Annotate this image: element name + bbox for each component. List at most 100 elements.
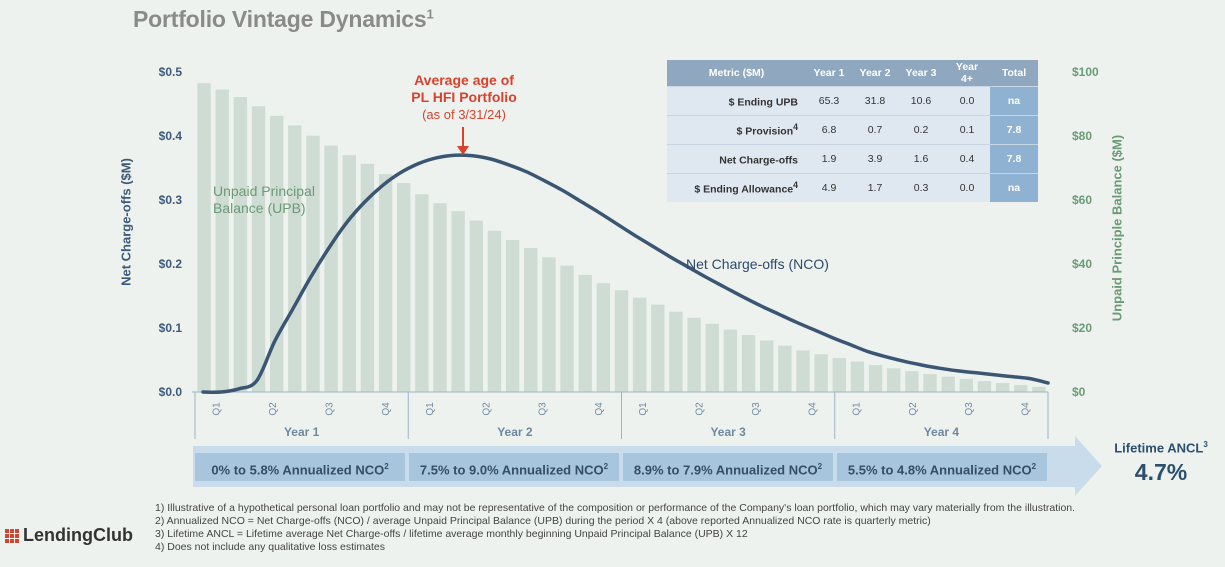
upb-bar [378,174,393,392]
y-left-tick-label: $0.2 [159,257,183,271]
quarter-label: Q2 [481,402,492,416]
quarter-label: Q2 [268,402,279,416]
vintage-chart: $0.0 $0.1 $0.2 $0.3 $0.4 $0.5 $0 $20 $40 $60 $80 $1… [159,65,1102,496]
quarter-label: Q4 [1021,402,1032,416]
upb-bar [959,378,974,392]
year-label: Year 3 [710,425,746,439]
upb-bar [469,220,484,392]
nco-band-year2: 7.5% to 9.0% Annualized NCO2 [409,453,619,481]
table-row-label: $ Ending UPB [667,86,806,116]
table-header: Year 4+ [944,60,990,87]
quarter-label: Q2 [908,402,919,416]
y-left-tick-label: $0.0 [159,385,183,399]
upb-bar [360,163,375,392]
upb-bar [324,145,338,392]
table-header-row: Metric ($M) Year 1 Year 2 Year 3 Year 4+… [667,60,1038,87]
upb-bar [759,340,774,392]
table-cell: 0.1 [944,115,990,145]
upb-bar [524,248,538,392]
upb-bar [288,125,302,392]
y-right-tick-label: $60 [1072,193,1092,207]
upb-bars [197,83,1046,393]
table-row-label: $ Provision4 [667,115,806,145]
table-cell-total: na [990,173,1038,202]
quarter-label: Q4 [807,402,818,416]
footnotes: 1) Illustrative of a hypothetical person… [155,502,1075,554]
quarter-label: Q1 [638,402,649,416]
upb-bar [1014,384,1028,392]
table-row: $ Ending Allowance4 4.9 1.7 0.3 0.0 na [667,173,1038,202]
upb-bar [705,323,719,392]
upb-bar [977,381,992,392]
quarter-label: Q1 [212,402,223,416]
nco-band-year1: 0% to 5.8% Annualized NCO2 [195,453,405,481]
upb-bar [451,211,465,392]
upb-bar [850,361,865,392]
upb-bar [614,290,629,392]
upb-bar [233,96,248,393]
lifetime-ancl-value: 4.7% [1134,459,1188,485]
table-header: Year 3 [898,60,944,87]
table-cell: 0.3 [898,173,944,202]
annotation-arrow-head [457,146,469,155]
table-header: Total [990,60,1038,87]
upb-bar [397,183,411,392]
upb-bar [796,350,810,392]
upb-bar [306,135,320,392]
table-cell: 65.3 [806,86,852,116]
nco-line [201,127,1050,394]
table-row: Net Charge-offs 1.9 3.9 1.6 0.4 7.8 [667,144,1038,174]
table-row: $ Provision4 6.8 0.7 0.2 0.1 7.8 [667,115,1038,145]
footnote: 4) Does not include any qualitative loss… [155,541,385,553]
y-left-tick-label: $0.3 [159,193,183,207]
y-left-tick-label: $0.4 [159,129,183,143]
upb-bar [941,376,955,392]
page-title: Portfolio Vintage Dynamics1 [133,6,434,32]
upb-bar [269,115,284,392]
upb-bar [814,354,828,392]
upb-bar [415,194,429,392]
upb-bar [197,83,211,392]
upb-bar [651,304,665,392]
upb-bar [995,383,1010,392]
annotation-line1: Average age of [414,72,514,88]
quarter-label: Q3 [751,402,762,416]
table-header: Year 1 [806,60,852,87]
upb-bar [487,230,502,392]
annotation-line2: PL HFI Portfolio [411,89,517,105]
metrics-table: Metric ($M) Year 1 Year 2 Year 3 Year 4+… [667,60,1038,202]
quarter-label: Q3 [964,402,975,416]
table-cell: 1.7 [852,173,898,202]
nco-line-path [201,153,1050,394]
footnote: 2) Annualized NCO = Net Charge-offs (NCO… [155,515,931,527]
upb-bar [596,283,611,392]
average-age-annotation: Average age of PL HFI Portfolio (as of 3… [384,72,544,123]
x-axis: Q1 Q2 Q3 Q4 Q1 Q2 Q3 Q4 Q1 Q2 Q3 Q4 Q1 Q2 Q3 Q4 Year 1 Ye… [192,391,1049,439]
table-cell: 1.9 [806,144,852,174]
table-cell: 3.9 [852,144,898,174]
upb-bar [741,335,756,392]
upb-bar [578,274,592,392]
table-cell: 0.4 [944,144,990,174]
chart-axes: $0.0 $0.1 $0.2 $0.3 $0.4 $0.5 $0 $20 $40 $60 $80 $1… [159,65,1099,399]
upb-bar [505,240,520,392]
table-cell: 31.8 [852,86,898,116]
quarter-label: Q4 [381,402,392,416]
y-left-tick-label: $0.1 [159,321,183,335]
table-cell: 0.2 [898,115,944,145]
upb-bar [778,345,792,392]
year-label: Year 4 [924,425,960,439]
quarter-label: Q3 [538,402,549,416]
upb-bar [832,358,846,392]
upb-bar [923,374,937,392]
y-right-tick-label: $0 [1072,385,1086,399]
lifetime-ancl-label: Lifetime ANCL3 [1114,440,1208,456]
quarter-label: Q1 [425,402,436,416]
upb-bar [433,203,447,392]
table-cell: 1.6 [898,144,944,174]
upb-bar [905,371,919,392]
quarter-label: Q3 [324,402,335,416]
table-cell: 4.9 [806,173,852,202]
quarter-label: Q2 [695,402,706,416]
table-cell: 6.8 [806,115,852,145]
